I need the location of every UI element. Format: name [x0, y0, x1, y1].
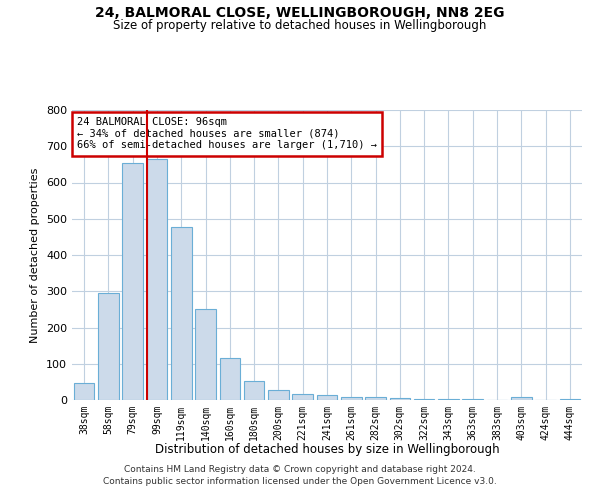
Bar	[341, 397, 362, 400]
Bar	[268, 390, 289, 400]
Text: Contains HM Land Registry data © Crown copyright and database right 2024.: Contains HM Land Registry data © Crown c…	[124, 465, 476, 474]
Bar	[244, 381, 265, 400]
Text: Distribution of detached houses by size in Wellingborough: Distribution of detached houses by size …	[155, 442, 499, 456]
Bar	[98, 293, 119, 400]
Text: 24, BALMORAL CLOSE, WELLINGBOROUGH, NN8 2EG: 24, BALMORAL CLOSE, WELLINGBOROUGH, NN8 …	[95, 6, 505, 20]
Bar	[171, 226, 191, 400]
Bar	[146, 159, 167, 400]
Y-axis label: Number of detached properties: Number of detached properties	[31, 168, 40, 342]
Bar	[317, 396, 337, 400]
Bar	[511, 397, 532, 400]
Bar	[220, 358, 240, 400]
Text: Size of property relative to detached houses in Wellingborough: Size of property relative to detached ho…	[113, 19, 487, 32]
Text: Contains public sector information licensed under the Open Government Licence v3: Contains public sector information licen…	[103, 477, 497, 486]
Bar	[365, 398, 386, 400]
Text: 24 BALMORAL CLOSE: 96sqm
← 34% of detached houses are smaller (874)
66% of semi-: 24 BALMORAL CLOSE: 96sqm ← 34% of detach…	[77, 117, 377, 150]
Bar	[292, 394, 313, 400]
Bar	[195, 310, 216, 400]
Bar	[389, 398, 410, 400]
Bar	[438, 399, 459, 400]
Bar	[122, 162, 143, 400]
Bar	[414, 398, 434, 400]
Bar	[74, 383, 94, 400]
